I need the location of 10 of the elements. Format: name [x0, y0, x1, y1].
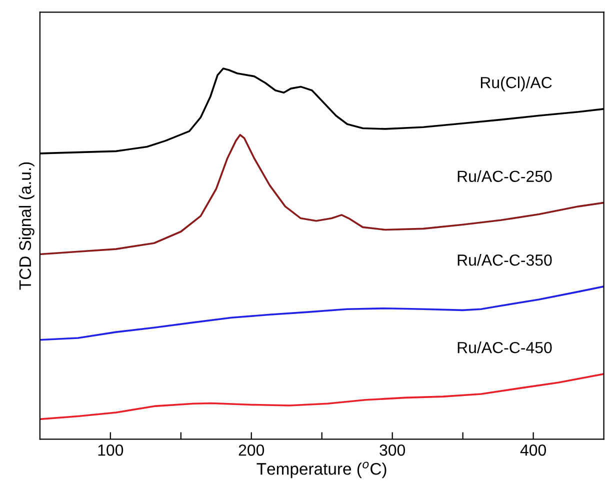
y-axis-title: TCD Signal (a.u.) — [18, 162, 34, 290]
x-axis-title: Temperature ($^{o}$C) — [256, 462, 386, 478]
x-tick-label: 200 — [238, 444, 264, 456]
x-tick-label: 100 — [98, 444, 124, 456]
series-label: Ru/AC-C-250 — [458, 170, 552, 182]
x-tick-label: 300 — [380, 444, 406, 456]
series-label: Ru/AC-C-450 — [458, 342, 552, 354]
series-label: Ru(Cl)/AC — [480, 76, 552, 92]
x-tick-label: 400 — [520, 444, 546, 456]
series-label: Ru/AC-C-350 — [458, 254, 552, 266]
